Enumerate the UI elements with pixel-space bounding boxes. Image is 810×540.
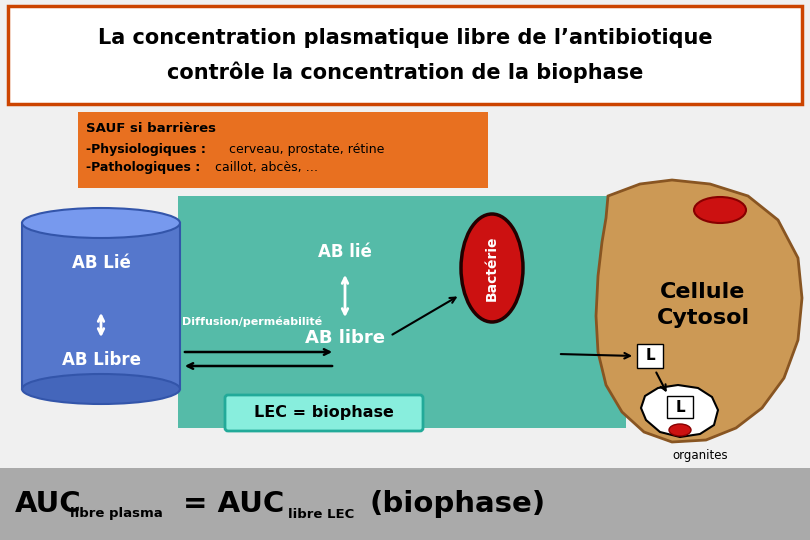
Text: organites: organites	[672, 449, 728, 462]
Ellipse shape	[22, 208, 180, 238]
Text: -Pathologiques :: -Pathologiques :	[86, 161, 200, 174]
Text: contrôle la concentration de la biophase: contrôle la concentration de la biophase	[167, 61, 643, 83]
Text: AB libre: AB libre	[305, 329, 385, 347]
Text: libre LEC: libre LEC	[288, 508, 354, 521]
FancyBboxPatch shape	[637, 344, 663, 368]
Text: AB lié: AB lié	[318, 243, 372, 261]
FancyBboxPatch shape	[225, 395, 423, 431]
Text: La concentration plasmatique libre de l’antibiotique: La concentration plasmatique libre de l’…	[98, 28, 712, 48]
Text: AB Lié: AB Lié	[71, 254, 130, 272]
Text: (biophase): (biophase)	[370, 490, 546, 518]
Ellipse shape	[461, 214, 523, 322]
Text: L: L	[676, 400, 684, 415]
Polygon shape	[641, 385, 718, 437]
Bar	[178, 196, 626, 428]
Polygon shape	[596, 180, 802, 442]
Bar	[78, 112, 488, 188]
Text: L: L	[646, 348, 654, 363]
Text: libre plasma: libre plasma	[70, 508, 163, 521]
Text: Diffusion/perméabilité: Diffusion/perméabilité	[182, 317, 322, 327]
Bar	[22, 223, 180, 389]
Text: LEC = biophase: LEC = biophase	[254, 406, 394, 421]
Text: = AUC: = AUC	[183, 490, 284, 518]
Bar	[0, 468, 810, 540]
Ellipse shape	[22, 374, 180, 404]
Text: Cellule
Cytosol: Cellule Cytosol	[656, 282, 749, 328]
Text: AB Libre: AB Libre	[62, 351, 140, 369]
Text: Bactérie: Bactérie	[485, 235, 499, 301]
Text: -Physiologiques :: -Physiologiques :	[86, 144, 206, 157]
Text: cerveau, prostate, rétine: cerveau, prostate, rétine	[225, 144, 385, 157]
Text: caillot, abcès, …: caillot, abcès, …	[211, 161, 318, 174]
Ellipse shape	[694, 197, 746, 223]
Text: AUC: AUC	[15, 490, 82, 518]
FancyBboxPatch shape	[8, 6, 802, 104]
Text: SAUF si barrières: SAUF si barrières	[86, 123, 216, 136]
Ellipse shape	[669, 424, 691, 436]
FancyBboxPatch shape	[667, 396, 693, 418]
